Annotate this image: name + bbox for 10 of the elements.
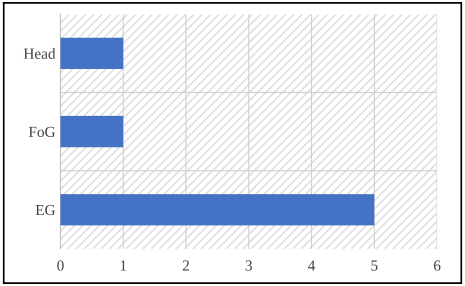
x-tick-label: 6	[434, 260, 440, 271]
x-tick-label: 1	[120, 260, 126, 271]
x-tick-label: 4	[308, 260, 316, 271]
y-tick-label: FoG	[28, 126, 56, 138]
x-tick-label: 0	[57, 260, 64, 271]
x-tick-label: 5	[371, 260, 378, 271]
y-tick-label: EG	[36, 204, 56, 216]
x-tick-label: 2	[182, 260, 189, 271]
x-tick-label: 3	[246, 260, 252, 271]
y-tick-label: Head	[24, 48, 56, 59]
